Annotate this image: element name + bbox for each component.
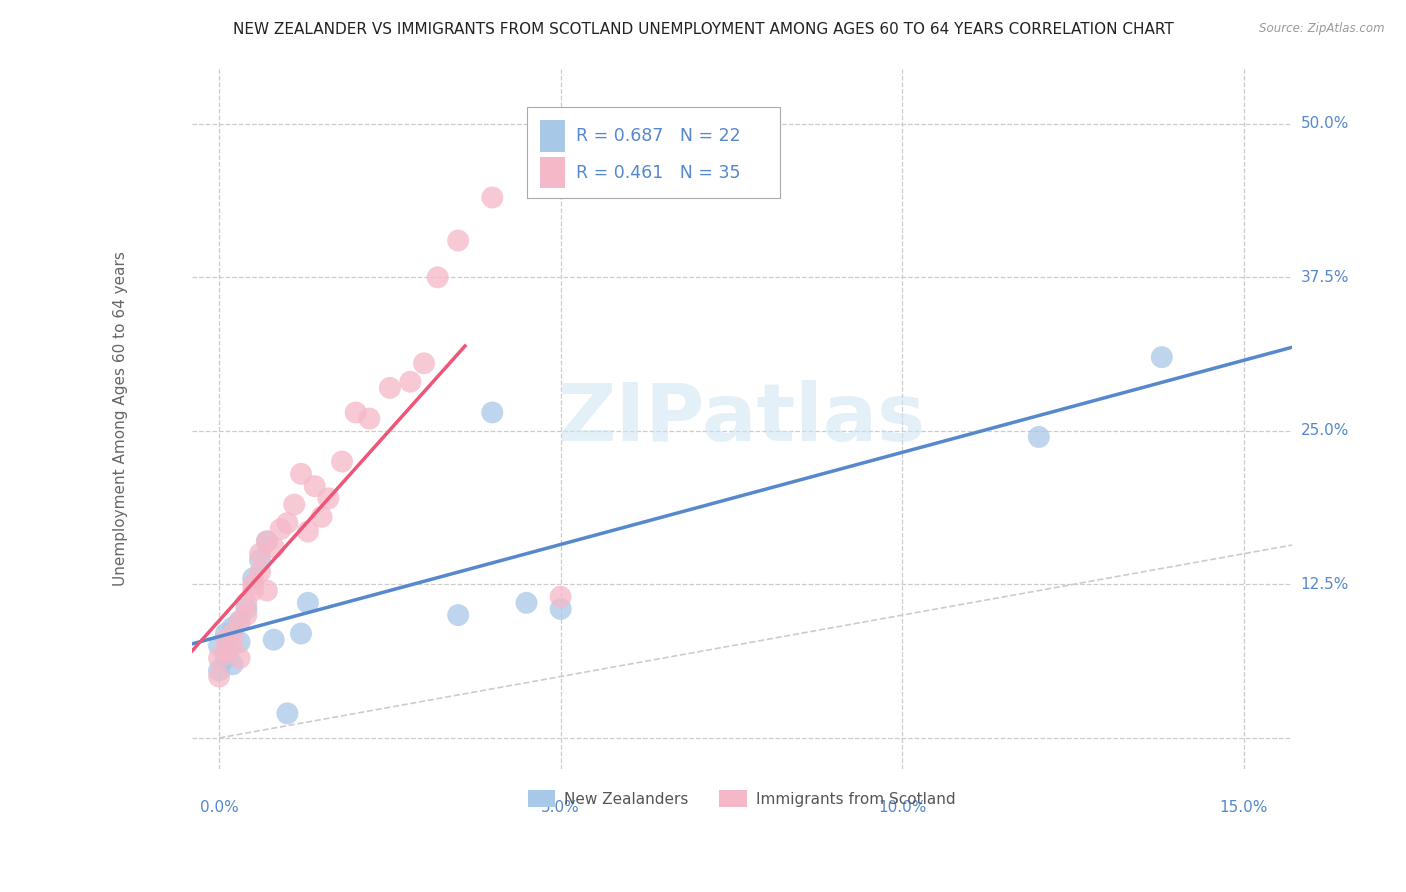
Point (215, 651, 238, 665)
Point (297, 524, 319, 539)
Point (550, 602, 572, 616)
Point (215, 626, 238, 640)
Point (249, 547, 271, 561)
Point (481, 405, 503, 419)
Text: R = 0.461   N = 35: R = 0.461 N = 35 (575, 163, 740, 182)
Point (550, 590, 572, 604)
Point (228, 635, 250, 649)
Point (481, 190, 503, 204)
Point (249, 553, 271, 567)
Text: 50.0%: 50.0% (1301, 116, 1348, 131)
Point (228, 651, 250, 665)
Point (447, 234, 470, 248)
Point (311, 509, 333, 524)
Point (235, 596, 257, 610)
Point (297, 596, 319, 610)
Text: ZIPatlas: ZIPatlas (558, 380, 925, 458)
Text: 25.0%: 25.0% (1301, 424, 1348, 438)
Text: 10.0%: 10.0% (877, 800, 927, 815)
Text: 12.5%: 12.5% (1301, 577, 1348, 592)
FancyBboxPatch shape (527, 107, 780, 198)
Point (215, 645, 238, 659)
Point (318, 491, 340, 506)
Point (270, 522, 292, 536)
Point (242, 577, 264, 591)
Text: R = 0.687   N = 22: R = 0.687 N = 22 (575, 128, 740, 145)
Point (249, 565, 271, 579)
Point (222, 620, 245, 634)
Point (263, 632, 285, 647)
Point (263, 541, 285, 555)
Text: NEW ZEALANDER VS IMMIGRANTS FROM SCOTLAND UNEMPLOYMENT AMONG AGES 60 TO 64 YEARS: NEW ZEALANDER VS IMMIGRANTS FROM SCOTLAN… (232, 22, 1174, 37)
Point (515, 596, 537, 610)
Point (235, 602, 257, 616)
Point (256, 534, 278, 549)
Point (208, 669, 231, 683)
Point (1028, 430, 1050, 444)
Point (242, 571, 264, 585)
Point (359, 411, 381, 425)
Point (290, 467, 312, 481)
Bar (540, 157, 565, 188)
Text: 5.0%: 5.0% (541, 800, 581, 815)
Point (399, 375, 422, 389)
Point (222, 639, 245, 653)
Point (378, 381, 401, 395)
Text: 0.0%: 0.0% (200, 800, 239, 815)
Point (256, 583, 278, 598)
Point (344, 405, 367, 419)
Point (208, 651, 231, 665)
Point (276, 706, 298, 721)
Point (222, 657, 245, 672)
Point (304, 479, 326, 493)
Point (215, 632, 238, 647)
Legend: New Zealanders, Immigrants from Scotland: New Zealanders, Immigrants from Scotland (522, 784, 962, 814)
Point (1150, 350, 1173, 364)
Point (242, 583, 264, 598)
Point (228, 614, 250, 628)
Text: Unemployment Among Ages 60 to 64 years: Unemployment Among Ages 60 to 64 years (112, 252, 128, 586)
Point (208, 664, 231, 678)
Point (256, 534, 278, 549)
Point (290, 626, 312, 640)
Bar (540, 120, 565, 152)
Text: Source: ZipAtlas.com: Source: ZipAtlas.com (1260, 22, 1385, 36)
Text: 15.0%: 15.0% (1219, 800, 1268, 815)
Text: 37.5%: 37.5% (1301, 270, 1348, 285)
Point (222, 626, 245, 640)
Point (447, 608, 470, 623)
Point (228, 614, 250, 628)
Point (276, 516, 298, 530)
Point (426, 270, 449, 285)
Point (413, 356, 436, 370)
Point (235, 608, 257, 623)
Point (330, 454, 353, 468)
Point (283, 498, 305, 512)
Point (208, 639, 231, 653)
